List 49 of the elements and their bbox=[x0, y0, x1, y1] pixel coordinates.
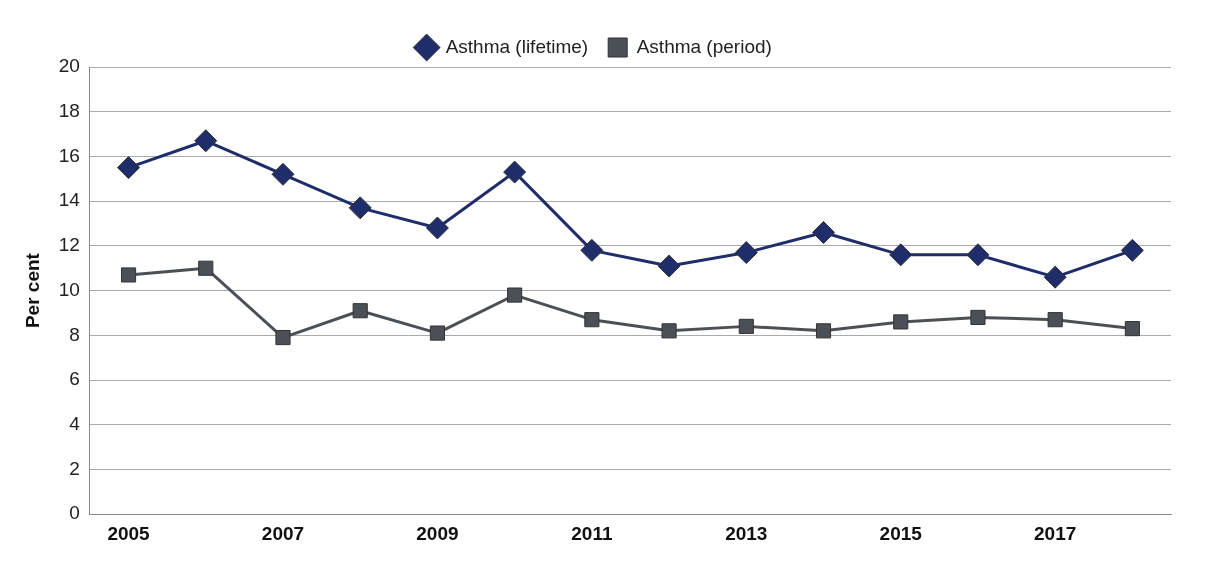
x-tick-label: 2017 bbox=[1034, 522, 1077, 544]
point bbox=[429, 325, 445, 341]
y-tick-label: 20 bbox=[58, 55, 80, 77]
point bbox=[120, 267, 137, 283]
y-tick-label: 4 bbox=[69, 412, 81, 434]
y-tick-label: 2 bbox=[69, 457, 80, 479]
point bbox=[1043, 265, 1067, 289]
x-tick-label: 2005 bbox=[107, 522, 151, 544]
point bbox=[1124, 321, 1140, 337]
point bbox=[1120, 238, 1144, 262]
point bbox=[889, 243, 913, 267]
point bbox=[812, 220, 836, 244]
point bbox=[425, 216, 449, 240]
point bbox=[198, 260, 214, 276]
x-tick-label: 2009 bbox=[416, 522, 459, 544]
x-tick-label: 2013 bbox=[725, 522, 768, 544]
y-tick-label: 6 bbox=[69, 368, 80, 390]
point bbox=[893, 314, 909, 330]
y-axis-title: Per cent bbox=[21, 252, 43, 329]
point bbox=[661, 323, 677, 339]
point bbox=[1047, 312, 1063, 328]
legend-label: Asthma (period) bbox=[636, 35, 772, 57]
point bbox=[815, 323, 832, 339]
point bbox=[352, 303, 368, 319]
y-tick-label: 10 bbox=[58, 278, 80, 300]
x-tick-label: 2015 bbox=[879, 522, 923, 544]
y-tick-label: 0 bbox=[69, 502, 80, 524]
point bbox=[275, 329, 291, 346]
point bbox=[503, 160, 527, 184]
y-tick-label: 8 bbox=[69, 323, 80, 345]
point bbox=[738, 318, 754, 334]
point bbox=[348, 196, 372, 220]
point bbox=[507, 287, 523, 303]
y-tick-label: 12 bbox=[58, 234, 80, 256]
x-tick-label: 2007 bbox=[261, 522, 305, 544]
legend-label: Asthma (lifetime) bbox=[445, 35, 589, 57]
point bbox=[271, 162, 295, 186]
x-tick-label: 2011 bbox=[571, 522, 613, 544]
point bbox=[657, 254, 681, 278]
point bbox=[584, 312, 600, 328]
y-tick-label: 16 bbox=[58, 144, 80, 166]
point bbox=[580, 238, 604, 262]
point bbox=[194, 129, 218, 153]
point bbox=[734, 241, 758, 265]
y-tick-label: 18 bbox=[58, 99, 80, 121]
point bbox=[970, 309, 986, 325]
point bbox=[117, 156, 141, 180]
point bbox=[966, 243, 990, 267]
y-tick-label: 14 bbox=[58, 189, 81, 211]
